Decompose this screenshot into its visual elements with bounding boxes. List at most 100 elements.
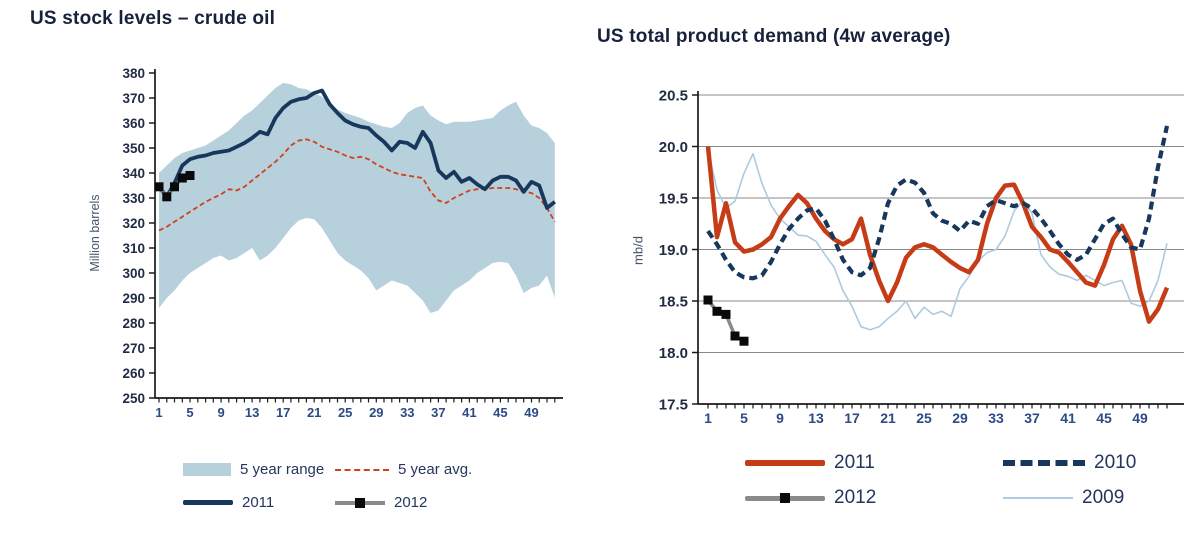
x-tick-label: 41 [1060, 410, 1076, 426]
x-tick-label: 49 [1132, 410, 1148, 426]
square-marker [177, 173, 187, 183]
x-tick-label: 1 [704, 410, 712, 426]
x-tick-label: 9 [217, 405, 224, 420]
legend-item-2011: 2011 [183, 494, 335, 511]
y-tick-label: 260 [122, 366, 145, 381]
x-tick-label: 29 [952, 410, 968, 426]
square-marker [703, 295, 713, 305]
y-tick-label: 19.0 [659, 242, 688, 259]
series-2011 [157, 88, 556, 210]
x-tick-label: 33 [400, 405, 414, 420]
series-line [158, 138, 556, 232]
series-5-year-avg- [158, 138, 556, 232]
dashed-line-swatch [1003, 460, 1085, 466]
y-tick-label: 18.5 [659, 293, 688, 310]
y-tick-label: 340 [122, 166, 145, 181]
x-tick-label: 17 [844, 410, 860, 426]
legend-label: 2011 [834, 452, 875, 473]
product-demand-title: US total product demand (4w average) [597, 26, 951, 47]
series-line [706, 125, 1170, 281]
marker-line-swatch [335, 497, 385, 508]
legend-item-2011: 2011 [745, 452, 1003, 474]
square-marker-icon [780, 493, 790, 503]
dashed-line-swatch [335, 468, 389, 471]
solid-line-swatch [183, 500, 233, 505]
y-tick-label: 270 [122, 341, 145, 356]
y-tick-label: 20.5 [659, 87, 688, 104]
y-tick-label: 370 [122, 91, 145, 106]
legend-item-2012: 2012 [745, 487, 1003, 509]
series-line [705, 146, 1170, 324]
x-tick-label: 29 [369, 405, 383, 420]
legend-item-2009: 2009 [1003, 487, 1200, 509]
square-marker [154, 182, 164, 192]
band-swatch [183, 463, 231, 476]
y-tick-label: 19.5 [659, 190, 688, 207]
series-2011 [705, 146, 1170, 324]
thin-line-swatch [1003, 497, 1073, 499]
x-tick-label: 5 [186, 405, 193, 420]
y-tick-label: 17.5 [659, 396, 688, 413]
x-tick-label: 13 [245, 405, 259, 420]
y-tick-label: 300 [122, 266, 145, 281]
square-marker [730, 331, 740, 341]
legend-label: 5 year avg. [398, 461, 473, 478]
x-tick-label: 25 [916, 410, 932, 426]
square-marker [739, 336, 749, 346]
axes: 17.5 18.0 18.5 19.0 19.5 20.0 20.5 1 5 9 13 17 21 25 2… [659, 87, 1184, 426]
x-tick-label: 41 [462, 405, 476, 420]
legend-label: 2012 [834, 487, 877, 508]
x-tick-label: 45 [1096, 410, 1112, 426]
y-tick-label: 380 [122, 66, 145, 81]
y-tick-label: 280 [122, 316, 145, 331]
x-tick-label: 9 [776, 410, 784, 426]
y-tick-label: 320 [122, 216, 145, 231]
legend-item-5-year-range: 5 year range [183, 461, 335, 478]
series-line [707, 149, 1168, 331]
x-tick-label: 25 [338, 405, 352, 420]
series-2009 [707, 149, 1168, 331]
square-marker [162, 192, 172, 202]
x-tick-label: 45 [493, 405, 507, 420]
series-2012 [154, 171, 195, 202]
product-demand-legend: 2011 2010 2012 2009 [745, 452, 1200, 509]
legend-label: 2010 [1094, 452, 1137, 473]
y-tick-label: 20.0 [659, 139, 688, 156]
y-tick-label: 330 [122, 191, 145, 206]
stock-levels-chart: 250 260 270 280 290 300 310 320 330 340 350 360 370 3… [122, 66, 563, 420]
y-tick-label: 310 [122, 241, 145, 256]
legend-item-5-year-avg: 5 year avg. [335, 461, 513, 478]
y-tick-label: 350 [122, 141, 145, 156]
x-tick-label: 37 [1024, 410, 1040, 426]
x-tick-label: 21 [307, 405, 321, 420]
x-tick-label: 17 [276, 405, 290, 420]
y-tick-label: 290 [122, 291, 145, 306]
legend-label: 2012 [394, 494, 428, 511]
square-marker [721, 309, 731, 319]
x-tick-label: 5 [740, 410, 748, 426]
series-2012 [703, 295, 749, 346]
series-2010 [706, 125, 1170, 281]
solid-line-swatch [745, 460, 825, 466]
square-marker [712, 306, 722, 316]
square-marker [170, 182, 179, 192]
series-5-year-range [159, 83, 555, 313]
square-marker-icon [355, 497, 365, 508]
square-marker [185, 171, 195, 180]
x-tick-label: 37 [431, 405, 445, 420]
y-tick-label: 360 [122, 116, 145, 131]
x-tick-label: 13 [808, 410, 824, 426]
axes: 250 260 270 280 290 300 310 320 330 340 350 360 370 3… [122, 66, 563, 420]
x-tick-label: 1 [155, 405, 162, 420]
legend-item-2012: 2012 [335, 494, 513, 511]
legend-label: 5 year range [240, 461, 325, 478]
legend-item-2010: 2010 [1003, 452, 1200, 474]
product-demand-chart: 17.5 18.0 18.5 19.0 19.5 20.0 20.5 1 5 9 13 17 21 25 2… [659, 87, 1184, 426]
x-tick-label: 33 [988, 410, 1004, 426]
stock-levels-title: US stock levels – crude oil [30, 8, 276, 29]
stock-levels-legend: 5 year range 5 year avg. 2011 2012 [183, 461, 513, 511]
legend-label: 2011 [242, 494, 275, 511]
series-line [157, 88, 556, 210]
y-tick-label: 18.0 [659, 345, 688, 362]
